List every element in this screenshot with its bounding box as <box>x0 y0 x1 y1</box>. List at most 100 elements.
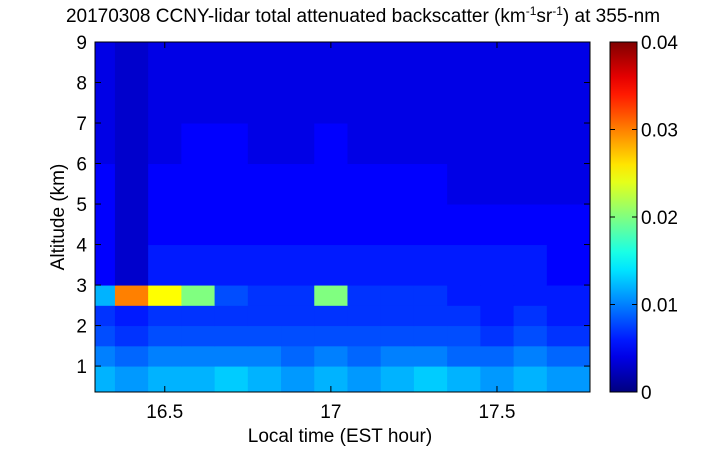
heatmap-cell <box>181 123 216 165</box>
heatmap-cell <box>413 285 448 306</box>
heatmap-cell <box>347 325 382 347</box>
heatmap-cell <box>447 285 481 306</box>
heatmap-cell <box>513 163 548 205</box>
heatmap-cell <box>347 42 382 84</box>
chart-title: 20170308 CCNY-lidar total attenuated bac… <box>66 4 660 27</box>
heatmap-cell <box>95 163 116 205</box>
heatmap-cell <box>214 325 249 347</box>
heatmap-cell <box>314 325 348 347</box>
y-tick-label: 6 <box>76 155 87 176</box>
heatmap-cell <box>480 285 515 306</box>
heatmap-cell <box>413 123 448 165</box>
heatmap-cell <box>247 285 282 306</box>
heatmap-cell <box>95 42 116 84</box>
heatmap-cell <box>380 305 415 327</box>
heatmap-cell <box>447 163 481 205</box>
y-tick-label: 3 <box>76 276 87 297</box>
heatmap-cell <box>413 204 448 246</box>
y-axis-label: Altitude (km) <box>48 164 69 271</box>
heatmap-cell <box>181 305 216 327</box>
heatmap-cell <box>546 163 591 205</box>
colorbar-tick-label: 0 <box>641 383 652 404</box>
heatmap-cell <box>347 285 382 306</box>
heatmap-cell <box>447 244 481 286</box>
heatmap-cell <box>447 82 481 124</box>
heatmap-cell <box>281 42 315 84</box>
axes: 16.5 17 17.5 1 2 3 4 5 6 7 8 9 0 0.01 0.02 0.03 0.04 <box>76 33 678 423</box>
heatmap-cell <box>480 123 515 165</box>
heatmap-cell <box>181 204 216 246</box>
heatmap-cell <box>148 345 182 367</box>
heatmap-cell <box>114 325 149 347</box>
x-tick-label: 16.5 <box>146 402 183 423</box>
heatmap-cell <box>413 345 448 367</box>
heatmap-cell <box>447 42 481 84</box>
heatmap-cell <box>314 244 348 286</box>
heatmap-cell <box>380 325 415 347</box>
heatmap-cell <box>413 42 448 84</box>
heatmap-cell <box>513 244 548 286</box>
heatmap-cell <box>314 305 348 327</box>
heatmap-cell <box>546 244 591 286</box>
heatmap-cell <box>247 325 282 347</box>
heatmap-cell <box>114 82 149 124</box>
heatmap-cell <box>480 42 515 84</box>
heatmap-cell <box>314 123 348 165</box>
title-sup: -1 <box>552 4 563 18</box>
heatmap-cell <box>148 204 182 246</box>
heatmap-cell <box>546 204 591 246</box>
x-axis-label: Local time (EST hour) <box>248 426 432 447</box>
heatmap-cell <box>546 82 591 124</box>
heatmap-cell <box>546 325 591 347</box>
heatmap-cell <box>413 366 448 393</box>
heatmap-cell <box>314 42 348 84</box>
heatmap-cell <box>480 345 515 367</box>
heatmap-cell <box>513 345 548 367</box>
heatmap-cell <box>247 163 282 205</box>
heatmap-cell <box>247 204 282 246</box>
heatmap-cell <box>546 123 591 165</box>
heatmap-cell <box>447 325 481 347</box>
heatmap-cell <box>347 123 382 165</box>
heatmap-cell <box>247 244 282 286</box>
heatmap-cell <box>281 123 315 165</box>
heatmap-cell <box>247 123 282 165</box>
title-part: ) at 355-nm <box>563 6 660 27</box>
heatmap-cell <box>181 244 216 286</box>
heatmap-cell <box>95 82 116 124</box>
heatmap-cell <box>447 366 481 393</box>
heatmap-cell <box>347 366 382 393</box>
heatmap-cell <box>281 285 315 306</box>
heatmap <box>95 42 591 393</box>
heatmap-cell <box>480 325 515 347</box>
heatmap-cell <box>447 345 481 367</box>
heatmap-cell <box>281 82 315 124</box>
heatmap-cell <box>148 325 182 347</box>
heatmap-cell <box>546 42 591 84</box>
heatmap-cell <box>95 366 116 393</box>
heatmap-cell <box>114 123 149 165</box>
heatmap-cell <box>181 366 216 393</box>
heatmap-cell <box>181 345 216 367</box>
heatmap-cell <box>181 325 216 347</box>
heatmap-cell <box>247 366 282 393</box>
heatmap-cell <box>546 345 591 367</box>
heatmap-cell <box>413 305 448 327</box>
heatmap-cell <box>181 42 216 84</box>
heatmap-cell <box>513 305 548 327</box>
heatmap-cell <box>214 42 249 84</box>
heatmap-cell <box>114 305 149 327</box>
heatmap-cell <box>314 82 348 124</box>
y-tick-label: 5 <box>76 195 87 216</box>
heatmap-cell <box>95 285 116 306</box>
heatmap-cell <box>114 285 149 306</box>
heatmap-cell <box>95 204 116 246</box>
heatmap-cell <box>214 285 249 306</box>
heatmap-cell <box>114 42 149 84</box>
heatmap-cell <box>114 244 149 286</box>
heatmap-cell <box>95 123 116 165</box>
heatmap-cell <box>347 305 382 327</box>
heatmap-cell <box>413 244 448 286</box>
heatmap-cell <box>480 305 515 327</box>
heatmap-cell <box>281 204 315 246</box>
